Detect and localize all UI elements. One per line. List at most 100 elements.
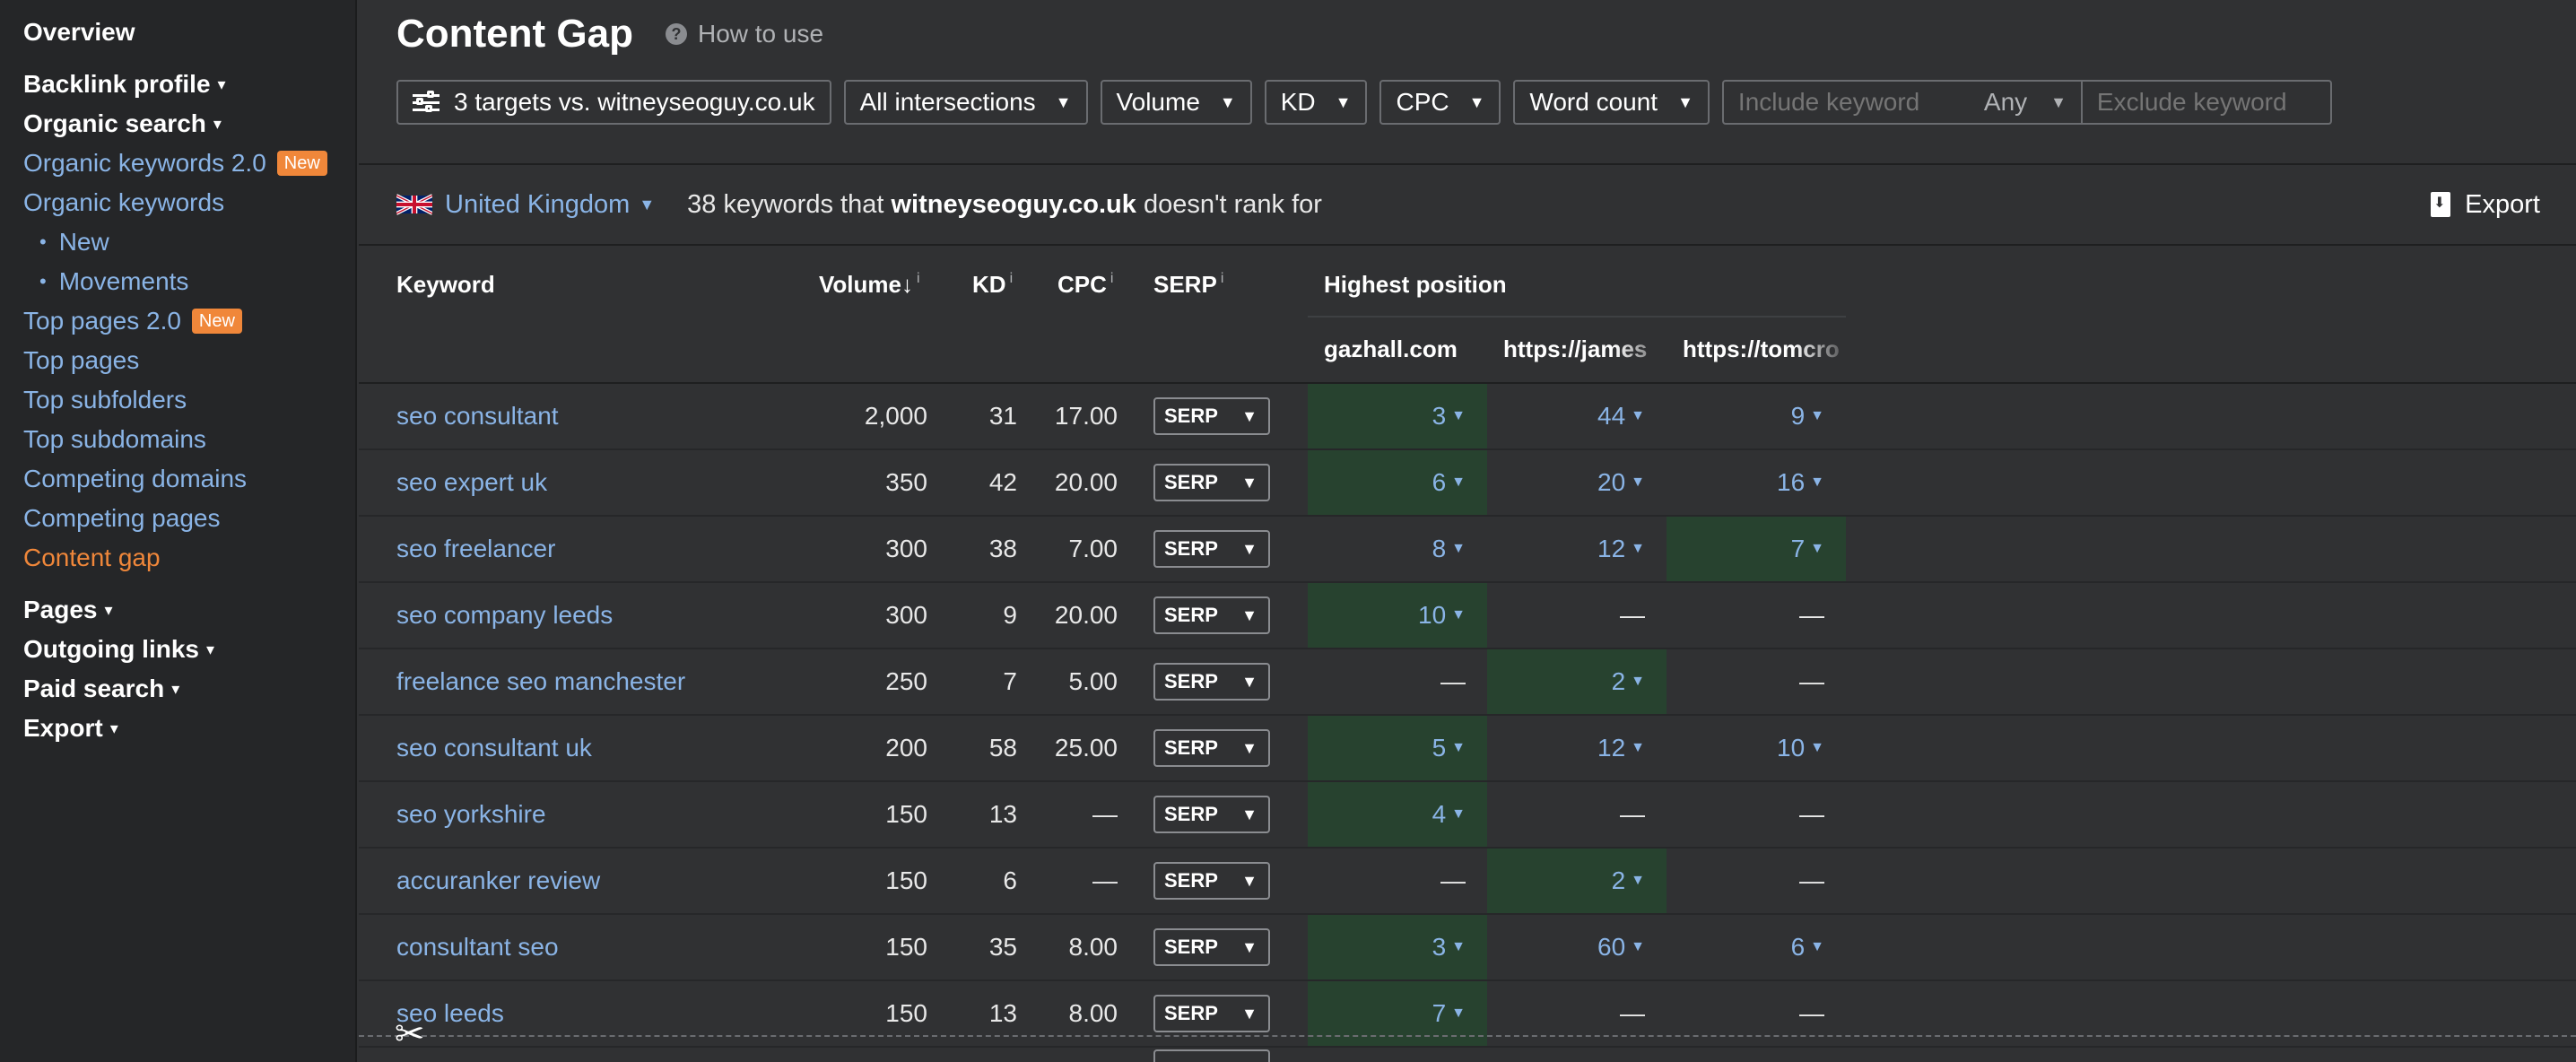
include-keyword-input[interactable]	[1723, 82, 1984, 123]
triangle-down-icon: ▼	[1631, 939, 1645, 954]
triangle-down-icon: ▼	[1631, 674, 1645, 689]
position-value: —	[1620, 800, 1645, 828]
position-cell[interactable]: 10 ▼	[1667, 716, 1846, 780]
keyword-link[interactable]: seo company leeds	[396, 601, 614, 629]
serp-button[interactable]: SERP ▼	[1153, 663, 1270, 701]
how-to-use-link[interactable]: ? How to use	[665, 20, 823, 48]
sidebar-item-overview[interactable]: Overview	[0, 13, 355, 52]
sidebar-item-paid-search[interactable]: Paid search ▾	[0, 669, 355, 709]
volume-value: 150	[885, 999, 927, 1027]
header-volume[interactable]: Volume↓ i	[819, 271, 920, 298]
serp-button[interactable]: SERP ▼	[1153, 729, 1270, 767]
keyword-link[interactable]: seo freelancer	[396, 535, 556, 562]
kd-value: 38	[988, 535, 1017, 562]
triangle-down-icon: ▼	[1451, 474, 1466, 490]
volume-value: 150	[885, 933, 927, 961]
cpc-value: 17.00	[1054, 402, 1118, 430]
position-cell[interactable]: 16 ▼	[1667, 450, 1846, 515]
sidebar-item-movements[interactable]: • Movements	[0, 262, 355, 301]
position-value: 7	[1790, 535, 1806, 562]
position-value: 44	[1597, 402, 1626, 430]
header-site-3[interactable]: https://tomcro	[1683, 335, 1840, 362]
serp-button[interactable]: SERP ▼	[1153, 862, 1270, 900]
keyword-link[interactable]: seo consultant uk	[396, 734, 592, 762]
sidebar-item-label: Pages	[23, 596, 98, 623]
serp-button[interactable]: SERP ▼	[1153, 796, 1270, 833]
position-cell[interactable]: 4 ▼	[1308, 782, 1487, 847]
serp-button[interactable]: SERP ▼	[1153, 995, 1270, 1032]
sidebar-item-organic-keywords[interactable]: Organic keywords	[0, 183, 355, 222]
sidebar-item-top-subdomains[interactable]: Top subdomains	[0, 420, 355, 459]
keyword-link[interactable]: seo leeds	[396, 999, 504, 1027]
kd-filter-dropdown[interactable]: KD ▼	[1264, 80, 1368, 125]
targets-button[interactable]: 3 targets vs. witneyseoguy.co.uk	[396, 80, 831, 125]
word-count-filter-dropdown[interactable]: Word count ▼	[1513, 80, 1710, 125]
cpc-value: 8.00	[1068, 999, 1118, 1027]
triangle-down-icon: ▼	[1631, 740, 1645, 755]
country-dropdown[interactable]: United Kingdom ▼	[396, 190, 655, 220]
serp-button[interactable]: SERP ▼	[1153, 464, 1270, 501]
serp-button[interactable]: SERP ▼	[1153, 596, 1270, 634]
position-cell[interactable]: 12 ▼	[1487, 517, 1667, 581]
position-cell[interactable]: 12 ▼	[1487, 716, 1667, 780]
serp-button[interactable]: SERP ▼	[1153, 530, 1270, 568]
sidebar-item-export[interactable]: Export ▾	[0, 709, 355, 748]
position-cell[interactable]: 10 ▼	[1308, 583, 1487, 648]
header-site-1[interactable]: gazhall.com	[1324, 335, 1458, 362]
chevron-down-icon: ▼	[1241, 1004, 1258, 1023]
position-value: 12	[1597, 734, 1626, 762]
sidebar-item-new[interactable]: • New	[0, 222, 355, 262]
table-row: seo yorkshire 150 13— SERP ▼ 4 ▼ — —	[359, 782, 2576, 849]
position-cell[interactable]: 44 ▼	[1487, 384, 1667, 448]
serp-button[interactable]: SERP ▼	[1153, 397, 1270, 435]
sidebar-item-top-pages-2-0[interactable]: Top pages 2.0 New	[0, 301, 355, 341]
triangle-down-icon: ▼	[1451, 541, 1466, 556]
header-kd[interactable]: KD i	[972, 271, 1014, 298]
position-cell[interactable]: 3 ▼	[1308, 915, 1487, 979]
keyword-link[interactable]: seo yorkshire	[396, 800, 546, 828]
position-value: 2	[1611, 667, 1626, 695]
header-keyword[interactable]: Keyword	[396, 271, 495, 298]
serp-button-partial[interactable]	[1153, 1049, 1270, 1062]
volume-filter-dropdown[interactable]: Volume ▼	[1100, 80, 1252, 125]
position-cell[interactable]: 3 ▼	[1308, 384, 1487, 448]
sidebar-item-outgoing-links[interactable]: Outgoing links ▾	[0, 630, 355, 669]
position-cell[interactable]: 5 ▼	[1308, 716, 1487, 780]
position-cell[interactable]: 2 ▼	[1487, 649, 1667, 714]
export-button[interactable]: Export	[2431, 190, 2540, 220]
sidebar-item-label: Movements	[58, 267, 189, 295]
triangle-down-icon: ▼	[1451, 607, 1466, 622]
keyword-link[interactable]: seo expert uk	[396, 468, 548, 496]
header-cpc[interactable]: CPC i	[1057, 271, 1114, 298]
sidebar-item-top-subfolders[interactable]: Top subfolders	[0, 380, 355, 420]
keyword-link[interactable]: consultant seo	[396, 933, 559, 961]
sidebar-item-organic-search[interactable]: Organic search ▾	[0, 104, 355, 144]
sidebar-item-competing-domains[interactable]: Competing domains	[0, 459, 355, 499]
position-value: 8	[1432, 535, 1447, 562]
position-cell[interactable]: 8 ▼	[1308, 517, 1487, 581]
position-cell[interactable]: 6 ▼	[1667, 915, 1846, 979]
header-site-2[interactable]: https://james	[1503, 335, 1648, 362]
keyword-link[interactable]: seo consultant	[396, 402, 559, 430]
cpc-filter-dropdown[interactable]: CPC ▼	[1379, 80, 1501, 125]
any-dropdown[interactable]: Any ▼	[1984, 82, 2083, 123]
sidebar-item-top-pages[interactable]: Top pages	[0, 341, 355, 380]
keyword-link[interactable]: freelance seo manchester	[396, 667, 686, 695]
position-cell[interactable]: 20 ▼	[1487, 450, 1667, 515]
position-cell[interactable]: 60 ▼	[1487, 915, 1667, 979]
exclude-keyword-input[interactable]	[2082, 82, 2330, 123]
position-cell[interactable]: 2 ▼	[1487, 849, 1667, 913]
position-cell[interactable]: 7 ▼	[1667, 517, 1846, 581]
sidebar-item-organic-keywords-2-0[interactable]: Organic keywords 2.0 New	[0, 144, 355, 183]
intersections-label: All intersections	[859, 88, 1036, 116]
keyword-link[interactable]: accuranker review	[396, 866, 601, 894]
sidebar-item-competing-pages[interactable]: Competing pages	[0, 499, 355, 538]
intersections-dropdown[interactable]: All intersections ▼	[843, 80, 1088, 125]
sidebar-item-backlink-profile[interactable]: Backlink profile ▾	[0, 65, 355, 104]
sidebar-item-pages[interactable]: Pages ▾	[0, 590, 355, 630]
sidebar-item-content-gap[interactable]: Content gap	[0, 538, 355, 578]
position-cell[interactable]: 6 ▼	[1308, 450, 1487, 515]
serp-button[interactable]: SERP ▼	[1153, 928, 1270, 966]
serp-label: SERP	[1164, 537, 1218, 560]
position-cell[interactable]: 9 ▼	[1667, 384, 1846, 448]
